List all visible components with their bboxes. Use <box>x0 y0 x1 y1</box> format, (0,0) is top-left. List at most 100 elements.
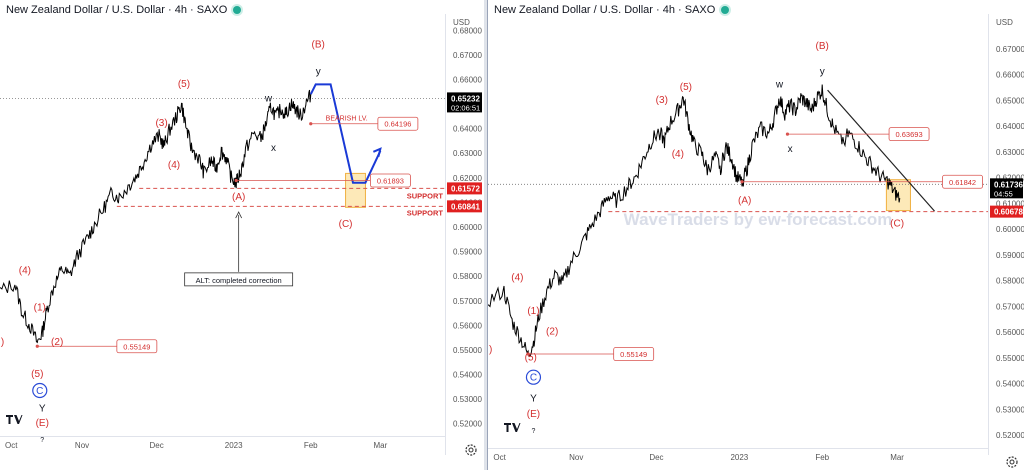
watermark-text: WaveTraders by ew-forecast.com <box>624 210 893 229</box>
chart-panel-right[interactable]: New Zealand Dollar / U.S. Dollar · 4h · … <box>487 0 1024 470</box>
support-label: SUPPORT <box>407 191 444 200</box>
level-label-text: 0.61893 <box>377 177 404 186</box>
price-badge <box>990 205 1023 218</box>
level-label-box <box>888 127 930 142</box>
trendline <box>827 89 935 212</box>
y-tick-label: 0.57000 <box>453 297 482 306</box>
x-tick-label: Nov <box>75 441 89 450</box>
wave-label: ) <box>489 345 492 356</box>
y-tick-label: 0.66000 <box>453 75 482 84</box>
wave-label: (2) <box>51 337 63 348</box>
level-label-text: 0.64196 <box>384 120 411 129</box>
level-anchor-dot <box>785 132 790 136</box>
y-tick-label: 0.52000 <box>996 431 1024 440</box>
wave-label: ) <box>1 337 4 348</box>
price-series-line <box>0 89 312 344</box>
support-label: SUPPORT <box>407 208 444 217</box>
wave-label: Y <box>530 394 537 405</box>
level-label-text: 0.55149 <box>123 342 150 351</box>
wave-label: (5) <box>178 79 190 90</box>
y-tick-label: 0.54000 <box>453 371 482 380</box>
wave-label: (5) <box>525 352 537 363</box>
wave-label: (5) <box>680 82 692 93</box>
live-status-icon <box>233 6 242 15</box>
chart-canvas-left[interactable]: USD 0.52000 0.53000 0.54000 0.55000 0.56000 0.… <box>0 0 484 470</box>
y-tick-label: 0.63000 <box>453 149 482 158</box>
level-label-box <box>370 173 411 188</box>
level-label-text: 0.61842 <box>949 178 976 187</box>
price-badge-countdown: 04:55 <box>994 189 1013 198</box>
chart-canvas-right[interactable]: USD 0.52000 0.53000 0.54000 0.55000 0.56000 0.… <box>488 0 1024 470</box>
projection-path <box>309 83 382 184</box>
y-tick-label: 0.65000 <box>996 96 1024 105</box>
panel-divider <box>484 0 487 470</box>
x-tick-label: Dec <box>150 441 164 450</box>
wave-label: (4) <box>511 273 523 284</box>
chart-title-left: New Zealand Dollar / U.S. Dollar · 4h · … <box>6 4 242 16</box>
y-tick-label: 0.68000 <box>453 26 482 35</box>
chart-panel-left[interactable]: New Zealand Dollar / U.S. Dollar · 4h · … <box>0 0 484 470</box>
price-series-line <box>488 84 901 357</box>
wave-label: y <box>316 67 321 78</box>
wave-label: (C) <box>339 219 353 230</box>
level-label-box <box>942 174 983 189</box>
level-anchor-dot <box>234 178 238 183</box>
settings-gear-icon <box>465 444 477 456</box>
wave-label: (E) <box>527 409 540 420</box>
y-tick-label: 0.62000 <box>453 174 482 183</box>
y-tick-label: 0.60000 <box>453 223 482 232</box>
x-tick-label: Mar <box>373 441 387 450</box>
tradingview-logo-icon <box>4 412 24 426</box>
wave-label: w <box>264 94 273 105</box>
y-tick-label: 0.56000 <box>996 328 1024 337</box>
y-tick-label: 0.60000 <box>996 225 1024 234</box>
x-tick-label: 2023 <box>730 453 748 462</box>
settings-gear-icon-center <box>1009 459 1015 465</box>
wave-label: Y <box>39 403 46 414</box>
y-tick-label: 0.54000 <box>996 380 1024 389</box>
chart-title-right: New Zealand Dollar / U.S. Dollar · 4h · … <box>494 4 730 16</box>
level-text-label: BEARISH LV. <box>326 116 368 123</box>
wave-label: (4) <box>672 149 684 160</box>
live-status-icon <box>721 6 730 15</box>
x-tick-label: 2023 <box>225 441 243 450</box>
y-tick-label: 0.53000 <box>453 395 482 404</box>
wave-label: y <box>820 67 825 78</box>
settings-gear-icon-center <box>468 447 474 453</box>
y-tick-label: 0.59000 <box>996 251 1024 260</box>
y-tick-label: 0.55000 <box>996 354 1024 363</box>
y-tick-label: 0.58000 <box>996 277 1024 286</box>
y-tick-label: 0.53000 <box>996 405 1024 414</box>
y-tick-label: 0.64000 <box>453 125 482 134</box>
wave-label: (3) <box>656 95 668 106</box>
y-tick-label: 0.61000 <box>996 199 1024 208</box>
wave-label: x <box>271 143 276 154</box>
level-label-box <box>116 339 158 354</box>
x-tick-label: Oct <box>5 441 18 450</box>
wave-label: w <box>775 80 784 91</box>
wave-circle-label: C <box>530 373 537 384</box>
level-label-box <box>613 347 655 361</box>
level-label-box <box>377 116 419 131</box>
tradingview-logo-mark <box>6 415 23 424</box>
wave-label: (B) <box>312 40 325 51</box>
wave-label: (4) <box>168 160 180 171</box>
wave-label: (1) <box>527 306 539 317</box>
wave-label: (3) <box>155 118 167 129</box>
y-tick-label: 0.55000 <box>453 346 482 355</box>
wave-label: x <box>788 144 793 155</box>
wave-circle-label: C <box>36 386 43 397</box>
price-badge-value: 0.65232 <box>451 94 480 103</box>
wave-circle-marker <box>32 382 48 399</box>
x-tick-label: Feb <box>304 441 318 450</box>
price-badge <box>447 200 482 213</box>
y-tick-label: 0.67000 <box>996 45 1024 54</box>
y-tick-label: 0.64000 <box>996 122 1024 131</box>
wave-label: (A) <box>232 192 245 203</box>
y-tick-label: 0.62000 <box>996 174 1024 183</box>
annotation-arrow-head <box>235 211 243 219</box>
price-badge <box>447 182 482 195</box>
x-tick-label: Feb <box>815 453 829 462</box>
y-tick-label: 0.63000 <box>996 148 1024 157</box>
level-label-text: 0.63693 <box>896 130 923 139</box>
